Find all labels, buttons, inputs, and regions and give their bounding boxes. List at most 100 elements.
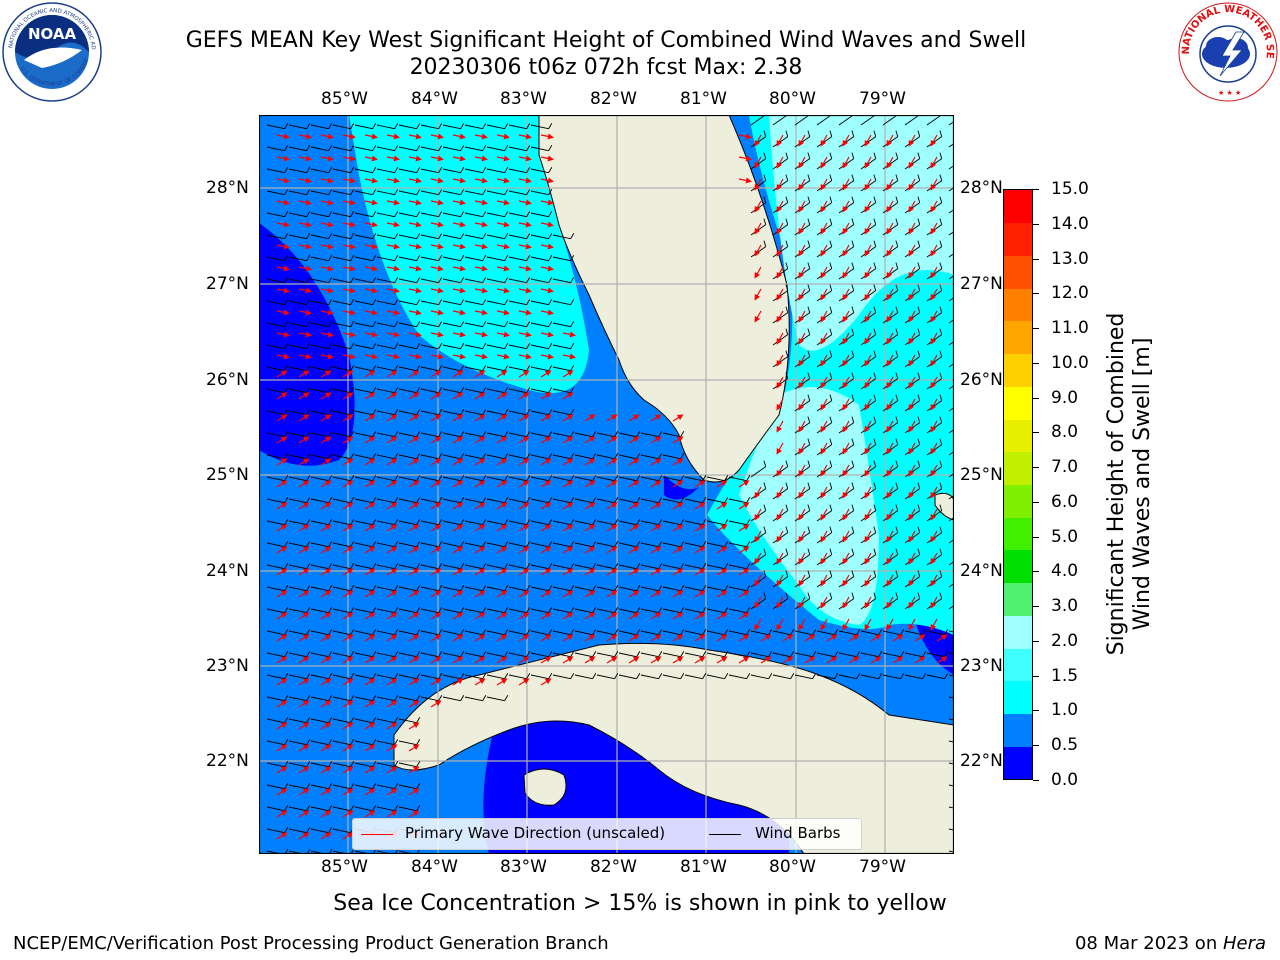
wave-direction-arrow — [408, 287, 422, 294]
wind-barb — [288, 343, 311, 350]
wind-barb — [332, 475, 355, 482]
wind-barb — [640, 563, 663, 570]
chart-title: GEFS MEAN Key West Significant Height of… — [185, 28, 1027, 53]
wave-direction-arrow — [864, 156, 872, 169]
colorbar-segment — [1004, 288, 1032, 322]
wind-barb — [486, 167, 509, 174]
wave-direction-arrow — [496, 221, 510, 228]
wave-direction-arrow — [474, 331, 488, 338]
wind-barb — [772, 115, 789, 126]
wind-barb — [332, 585, 355, 592]
wind-barb — [464, 431, 487, 438]
wave-direction-arrow — [842, 134, 850, 147]
wave-direction-arrow — [540, 414, 552, 422]
wind-barb — [376, 563, 399, 570]
wind-barb — [684, 497, 707, 504]
wind-barb — [354, 783, 377, 790]
wind-barb — [706, 651, 729, 658]
wave-direction-arrow — [738, 133, 752, 140]
wind-barb — [332, 783, 355, 790]
wave-direction-arrow — [776, 244, 784, 257]
wind-barb — [486, 387, 509, 394]
wave-direction-arrow — [386, 221, 400, 228]
wind-barbs — [266, 115, 954, 854]
wave-direction-arrow — [276, 287, 290, 294]
wave-direction-arrow — [930, 376, 938, 389]
wave-direction-arrow — [320, 199, 334, 206]
wave-direction-arrow — [562, 480, 574, 488]
wind-barb — [266, 343, 289, 350]
wind-barb — [948, 158, 954, 170]
wave-direction-arrow — [298, 221, 312, 228]
wind-barb — [420, 453, 443, 460]
wind-barb — [398, 189, 421, 196]
wind-barb — [332, 123, 355, 130]
wind-barb — [662, 497, 685, 504]
wind-barb — [376, 585, 399, 592]
wind-barb — [442, 519, 465, 526]
wind-barb — [486, 453, 509, 460]
wave-direction-arrow — [776, 398, 784, 411]
wind-barb — [420, 387, 443, 394]
wind-barb — [816, 673, 839, 680]
wave-direction-arrow — [452, 287, 466, 294]
colorbar-tick-label: 15.0 — [1051, 179, 1089, 199]
wave-direction-arrow — [320, 133, 334, 140]
wind-barb — [266, 563, 289, 570]
wave-direction-arrow — [908, 376, 916, 389]
wind-barb — [266, 233, 289, 240]
wind-barb — [420, 365, 443, 372]
wind-barb — [332, 541, 355, 548]
wind-barb — [530, 167, 553, 174]
wind-barb — [332, 321, 355, 328]
wind-barb — [354, 673, 377, 680]
wind-barb — [398, 805, 421, 812]
wave-direction-arrow — [908, 486, 916, 499]
wave-direction-arrow — [908, 244, 916, 257]
wind-barb — [464, 167, 487, 174]
colorbar-tick-mark — [1033, 467, 1039, 469]
wave-direction-arrow — [820, 508, 828, 521]
wave-direction-arrow — [776, 376, 784, 389]
wind-barb — [838, 673, 861, 680]
wind-barb — [948, 674, 954, 680]
wave-direction-arrow — [452, 458, 464, 466]
colorbar-tick-label: 0.5 — [1051, 735, 1079, 756]
wind-barb — [310, 431, 333, 438]
wave-direction-arrow — [562, 436, 574, 444]
wind-barb — [640, 629, 663, 636]
wind-barb — [332, 805, 355, 812]
wind-barb — [332, 299, 355, 306]
wave-direction-arrow — [430, 265, 444, 272]
wave-direction-arrow — [430, 243, 444, 250]
wave-direction-arrow — [474, 436, 486, 444]
colorbar-tick-mark — [1033, 362, 1039, 364]
wind-barb — [310, 321, 333, 328]
map-area: Primary Wave Direction (unscaled) Wind B… — [258, 114, 955, 855]
wind-barb — [310, 695, 333, 702]
wave-direction-arrow — [342, 243, 356, 250]
wave-direction-arrow — [540, 265, 554, 272]
wave-direction-arrow — [386, 199, 400, 206]
wave-direction-arrow — [886, 332, 894, 345]
wind-barb — [288, 651, 311, 658]
colorbar-tick-label: 8.0 — [1051, 422, 1079, 443]
colorbar-tick-mark — [1033, 501, 1039, 503]
wave-direction-arrow — [474, 155, 488, 162]
wave-direction-arrow — [342, 199, 356, 206]
wave-direction-arrow — [364, 287, 378, 294]
wave-direction-arrow — [842, 266, 850, 279]
wave-direction-arrow — [430, 436, 442, 444]
wave-direction-arrow — [430, 370, 442, 378]
wave-direction-arrow — [452, 265, 466, 272]
wave-direction-arrow — [408, 414, 420, 422]
wave-direction-arrow — [864, 200, 872, 213]
wind-barb — [508, 211, 531, 218]
wind-barb — [728, 541, 751, 548]
wave-direction-arrow — [518, 414, 530, 422]
wind-barb — [310, 717, 333, 724]
lat-label: 22°N — [960, 751, 1003, 771]
wave-direction-arrow — [276, 177, 290, 184]
wave-direction-arrow — [842, 288, 850, 301]
wave-direction-arrow — [540, 221, 554, 228]
